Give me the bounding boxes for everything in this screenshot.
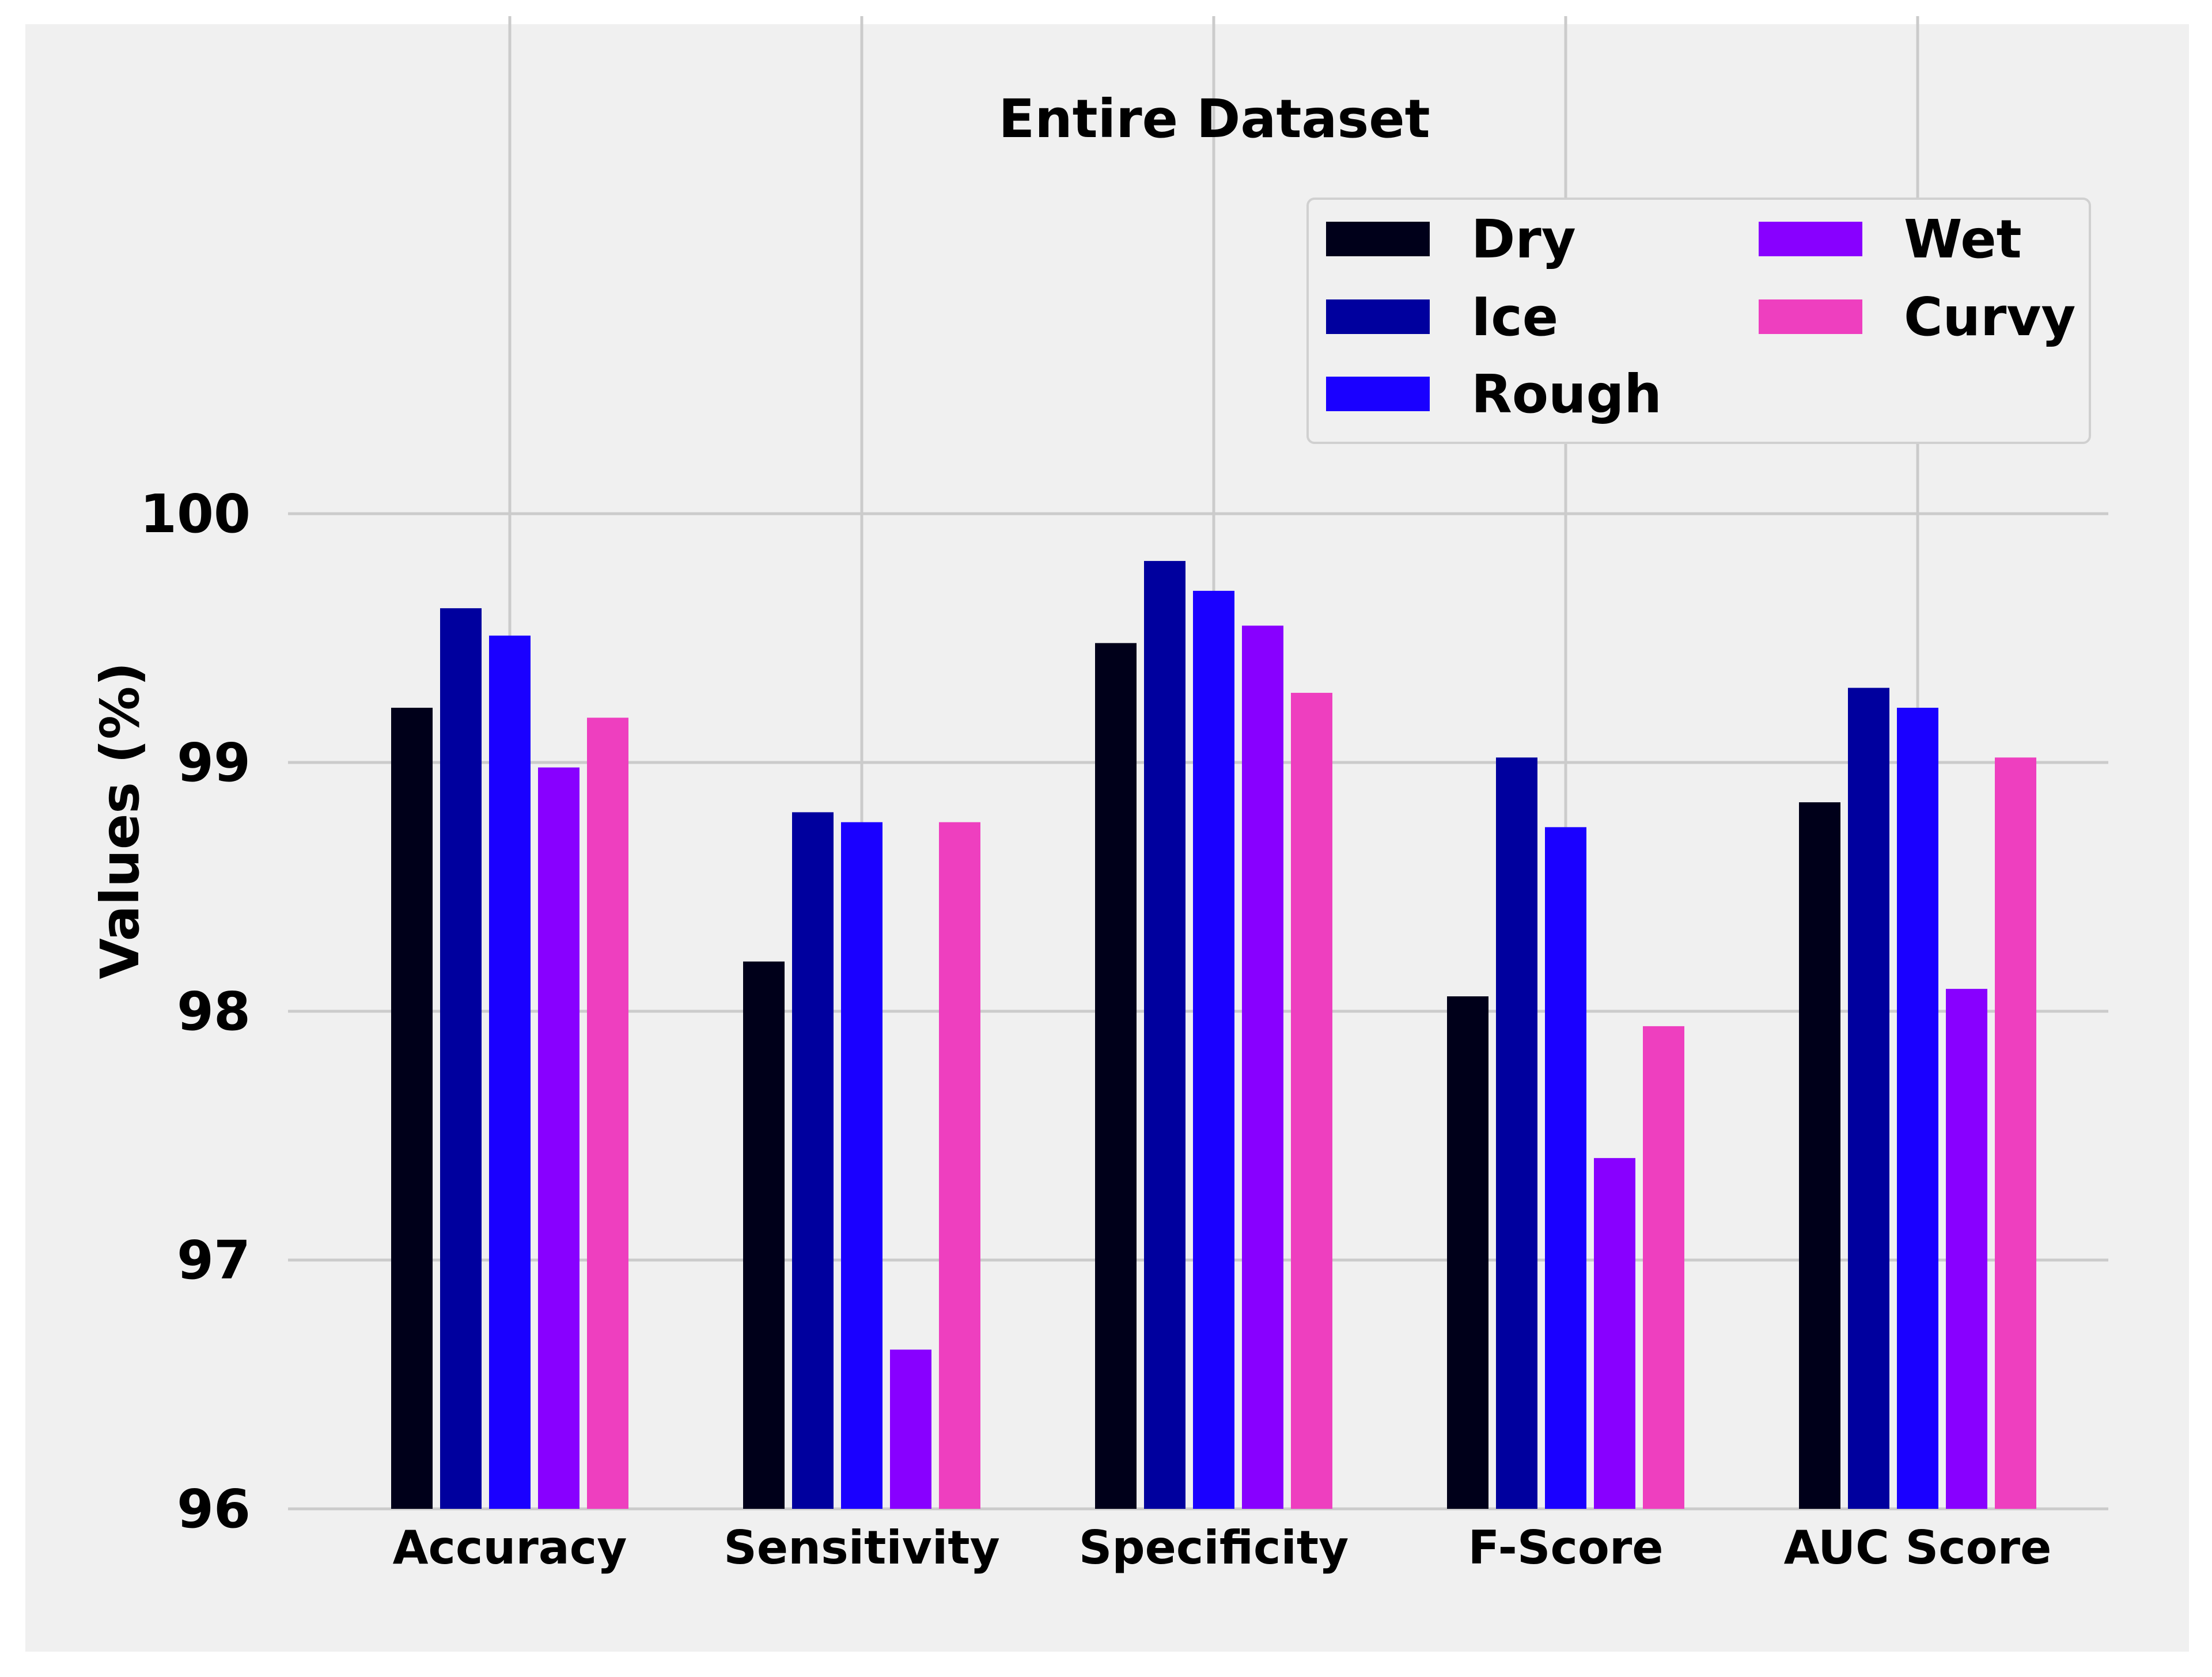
x-tick-label: F-Score [1468,1521,1663,1574]
bar-dry [391,707,433,1509]
y-tick-label: 99 [177,732,251,794]
legend-swatch-rough [1326,377,1430,411]
y-tick-label: 97 [177,1230,251,1291]
bars [391,561,2036,1509]
bar-dry [1095,643,1137,1509]
x-tick-labels: Accuracy Sensitivity Specificity F-Score AUC… [393,1521,2052,1574]
bar-rough [841,822,882,1509]
bar-dry [1447,996,1488,1509]
legend-swatch-ice [1326,299,1430,334]
bar-curvy [939,822,980,1509]
legend-label-curvy: Curvy [1904,286,2075,348]
y-tick-label: 96 [177,1478,251,1540]
bar-wet [1946,989,1987,1509]
bar-curvy [587,718,628,1509]
x-tick-label: AUC Score [1784,1521,2052,1574]
x-tick-label: Accuracy [393,1521,627,1574]
legend: Dry Ice Rough Wet Curvy [1306,198,2091,444]
bar-ice [1496,757,1537,1509]
bar-ice [1144,561,1185,1509]
bar-rough [489,635,531,1509]
legend-label-wet: Wet [1904,208,2022,270]
x-tick-label: Specificity [1079,1521,1349,1574]
legend-swatch-dry [1326,222,1430,256]
bar-ice [792,812,834,1509]
bar-rough [1897,707,1938,1509]
legend-label-dry: Dry [1471,208,1576,270]
legend-swatch-curvy [1759,299,1862,334]
bar-wet [890,1349,931,1509]
bar-ice [1848,688,1889,1509]
legend-frame [1306,198,2091,444]
bar-rough [1545,827,1586,1509]
bar-rough [1193,590,1234,1509]
bar-curvy [1291,693,1332,1509]
legend-swatch-wet [1759,222,1862,256]
chart-title: Entire Dataset [998,88,1430,150]
y-axis-label: Values (%) [89,662,151,980]
bar-wet [1242,625,1283,1509]
legend-label-ice: Ice [1471,286,1558,348]
bar-curvy [1643,1026,1684,1509]
bar-wet [538,767,579,1509]
bar-wet [1594,1158,1635,1509]
bar-curvy [1995,757,2036,1509]
x-tick-label: Sensitivity [724,1521,1000,1574]
bar-dry [743,961,785,1509]
legend-label-rough: Rough [1471,363,1662,425]
y-tick-label: 98 [177,981,251,1042]
bar-ice [440,608,482,1509]
bar-dry [1799,802,1840,1509]
y-tick-label: 100 [140,483,251,545]
y-tick-labels: 96 97 98 99 100 [140,483,251,1540]
